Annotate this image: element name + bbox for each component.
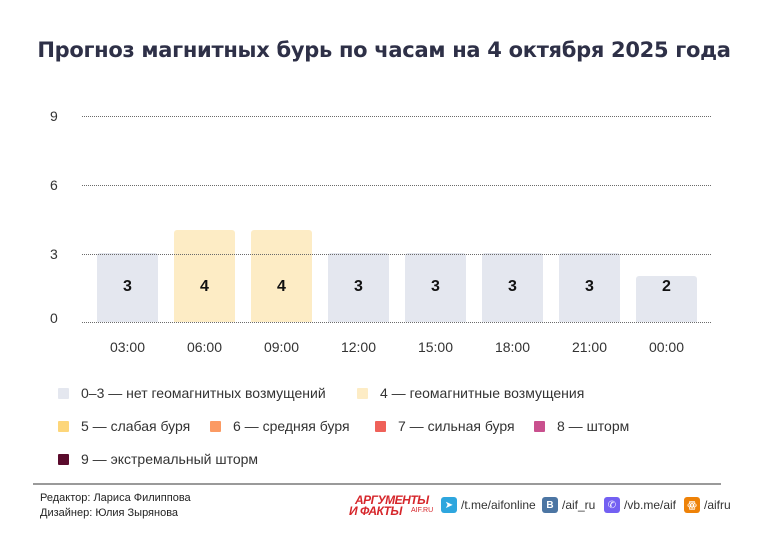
designer-credit: Дизайнер: Юлия Зырянова bbox=[40, 507, 179, 519]
chart-title: Прогноз магнитных бурь по часам на 4 окт… bbox=[37, 38, 731, 62]
legend-label: 0–3 — нет геомагнитных возмущений bbox=[81, 385, 326, 401]
legend-label: 7 — сильная буря bbox=[398, 418, 515, 434]
viber-icon: ✆ bbox=[604, 497, 620, 513]
vk-icon: В bbox=[542, 497, 558, 513]
legend-swatch bbox=[357, 387, 368, 399]
social-link-label: /vb.me/aif bbox=[624, 498, 677, 512]
x-tick-label: 15:00 bbox=[417, 339, 454, 355]
aif-logo[interactable]: АРГУМЕНТЫ И ФАКТЫ AIF.RU bbox=[349, 494, 435, 520]
chart-plot-area: 9 6 3 0 3 4 4 3 3 3 3 2 03:00 06:00 09:00 12:00 15:… bbox=[50, 108, 711, 355]
legend-label: 4 — геомагнитные возмущения bbox=[380, 385, 585, 401]
x-tick-label: 00:00 bbox=[648, 339, 685, 355]
legend-label: 9 — экстремальный шторм bbox=[81, 451, 259, 467]
editor-credit: Редактор: Лариса Филиппова bbox=[40, 492, 191, 504]
legend-item: 8 — шторм bbox=[534, 418, 629, 434]
bar-value-label: 4 bbox=[200, 277, 209, 295]
bar-value-label: 3 bbox=[431, 277, 440, 295]
gridline-0 bbox=[82, 322, 711, 323]
telegram-icon: ➤ bbox=[441, 497, 457, 513]
x-tick-label: 09:00 bbox=[263, 339, 300, 355]
legend-item: 9 — экстремальный шторм bbox=[58, 451, 258, 467]
bar-value-label: 3 bbox=[354, 277, 363, 295]
social-link-odnoklassniki[interactable]: ꙮ/aifru bbox=[684, 497, 731, 513]
bar-value-label: 3 bbox=[585, 277, 594, 295]
gridline-6 bbox=[82, 185, 711, 186]
credits: Редактор: Лариса Филиппова Дизайнер: Юли… bbox=[40, 491, 191, 521]
legend-swatch bbox=[58, 420, 69, 432]
logo-top-text: АРГУМЕНТЫ bbox=[355, 493, 429, 507]
legend-item: 5 — слабая буря bbox=[58, 418, 190, 434]
y-tick-9: 9 bbox=[50, 108, 58, 124]
legend-item: 7 — сильная буря bbox=[375, 418, 515, 434]
legend-swatch bbox=[210, 420, 221, 432]
bar-value-label: 2 bbox=[662, 277, 671, 295]
gridline-3 bbox=[82, 254, 711, 255]
bar-1200: 3 bbox=[328, 253, 389, 322]
logo-domain: AIF.RU bbox=[411, 507, 434, 514]
bar-0000: 2 bbox=[636, 276, 697, 322]
bar-value-label: 3 bbox=[123, 277, 132, 295]
x-tick-label: 18:00 bbox=[494, 339, 531, 355]
x-tick-label: 06:00 bbox=[186, 339, 223, 355]
y-tick-0: 0 bbox=[50, 310, 58, 326]
bar-0600: 4 bbox=[174, 230, 235, 322]
social-link-label: /aif_ru bbox=[562, 498, 596, 512]
social-link-telegram[interactable]: ➤ /t.me/aifonline bbox=[441, 497, 536, 513]
x-tick-label: 21:00 bbox=[571, 339, 608, 355]
social-link-viber[interactable]: ✆ /vb.me/aif bbox=[604, 497, 676, 513]
legend-item: 6 — средняя буря bbox=[210, 418, 350, 434]
gridline-9 bbox=[82, 116, 711, 117]
legend-label: 5 — слабая буря bbox=[81, 418, 191, 434]
y-tick-6: 6 bbox=[50, 177, 58, 193]
bar-value-label: 4 bbox=[277, 277, 286, 295]
y-tick-3: 3 bbox=[50, 246, 58, 262]
bar-1500: 3 bbox=[405, 253, 466, 322]
social-link-label: /t.me/aifonline bbox=[461, 498, 536, 512]
x-tick-label: 12:00 bbox=[340, 339, 377, 355]
legend-swatch bbox=[58, 453, 69, 465]
legend-label: 8 — шторм bbox=[557, 418, 630, 434]
legend-item: 4 — геомагнитные возмущения bbox=[357, 385, 584, 401]
bar-1800: 3 bbox=[482, 253, 543, 322]
legend-item: 0–3 — нет геомагнитных возмущений bbox=[58, 385, 326, 401]
bar-2100: 3 bbox=[559, 253, 620, 322]
legend-swatch bbox=[534, 420, 545, 432]
legend-swatch bbox=[58, 387, 69, 399]
odnoklassniki-icon: ꙮ bbox=[684, 497, 700, 513]
bar-value-label: 3 bbox=[508, 277, 517, 295]
logo-bottom-text: И ФАКТЫ bbox=[349, 504, 402, 518]
social-link-vk[interactable]: В/aif_ru bbox=[542, 497, 595, 513]
social-link-label: /aifru bbox=[704, 498, 731, 512]
legend-label: 6 — средняя буря bbox=[233, 418, 350, 434]
bar-0300: 3 bbox=[97, 253, 158, 322]
footer-divider bbox=[33, 483, 721, 485]
x-tick-label: 03:00 bbox=[109, 339, 146, 355]
bar-0900: 4 bbox=[251, 230, 312, 322]
legend-swatch bbox=[375, 420, 386, 432]
